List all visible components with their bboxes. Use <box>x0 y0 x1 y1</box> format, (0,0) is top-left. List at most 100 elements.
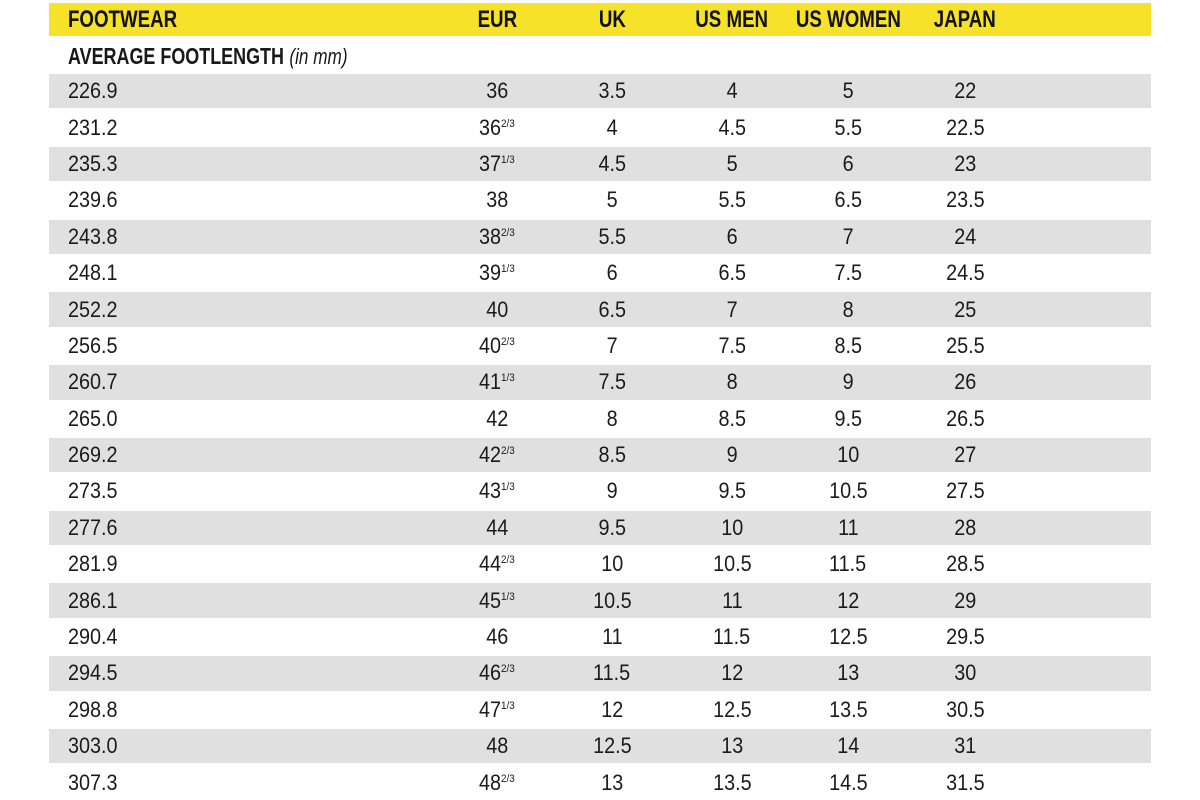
cell-japan: 22 <box>953 78 977 104</box>
cell-eur: 482/3 <box>479 769 515 795</box>
cell-footwear: 281.9 <box>68 551 118 577</box>
cell-footwear: 235.3 <box>68 150 118 176</box>
cell-footwear: 298.8 <box>68 696 118 722</box>
cell-us-women: 6.5 <box>834 187 862 213</box>
subheader-unit-note: (in mm) <box>289 43 348 69</box>
column-header-eur: EUR <box>430 6 564 34</box>
cell-footwear: 252.2 <box>68 296 118 322</box>
table-row: 265.0 42 8 8.5 9.5 26.5 <box>49 401 1151 437</box>
cell-us-women: 10.5 <box>828 478 868 504</box>
cell-footwear: 307.3 <box>68 769 118 795</box>
cell-us-men: 6.5 <box>718 260 746 286</box>
cell-eur: 362/3 <box>479 114 515 140</box>
table-subheader-row: AVERAGE FOOTLENGTH (in mm) <box>49 36 1151 73</box>
cell-footwear: 290.4 <box>68 624 118 650</box>
table-row: 294.5 462/3 11.5 12 13 30 <box>49 655 1151 691</box>
cell-footwear: 273.5 <box>68 478 118 504</box>
cell-uk: 6.5 <box>598 296 626 322</box>
cell-us-men: 9 <box>726 442 738 468</box>
cell-us-women: 10 <box>836 442 860 468</box>
cell-eur: 431/3 <box>479 478 515 504</box>
cell-uk: 9 <box>606 478 618 504</box>
cell-us-men: 4.5 <box>718 114 746 140</box>
cell-footwear: 248.1 <box>68 260 118 286</box>
cell-eur: 471/3 <box>479 696 515 722</box>
cell-uk: 5 <box>606 187 618 213</box>
cell-japan: 24 <box>953 223 977 249</box>
cell-footwear: 226.9 <box>68 78 118 104</box>
cell-us-men: 10 <box>720 514 744 540</box>
cell-us-men: 12 <box>720 660 744 686</box>
cell-us-women: 12 <box>836 587 860 613</box>
cell-uk: 10 <box>600 551 624 577</box>
cell-us-women: 7 <box>842 223 854 249</box>
cell-japan: 29 <box>953 587 977 613</box>
table-row: 239.6 38 5 5.5 6.5 23.5 <box>49 182 1151 218</box>
cell-japan: 28.5 <box>945 551 985 577</box>
cell-us-men: 7.5 <box>718 332 746 358</box>
cell-eur: 411/3 <box>479 369 515 395</box>
column-header-label: FOOTWEAR <box>68 5 178 33</box>
cell-us-men: 8.5 <box>718 405 746 431</box>
column-header-us-women: US WOMEN <box>795 6 900 34</box>
subheader-label: AVERAGE FOOTLENGTH <box>68 42 284 69</box>
cell-eur: 48 <box>485 733 509 759</box>
cell-us-women: 6 <box>842 150 854 176</box>
cell-uk: 11.5 <box>593 660 631 686</box>
cell-us-men: 6 <box>726 223 738 249</box>
cell-japan: 27 <box>953 442 977 468</box>
cell-us-women: 14 <box>836 733 860 759</box>
cell-footwear: 239.6 <box>68 187 118 213</box>
cell-japan: 26 <box>953 369 977 395</box>
cell-japan: 24.5 <box>945 260 985 286</box>
cell-us-women: 14.5 <box>828 769 868 795</box>
cell-footwear: 303.0 <box>68 733 118 759</box>
cell-us-women: 13 <box>836 660 860 686</box>
cell-uk: 7.5 <box>598 369 626 395</box>
cell-us-women: 13.5 <box>828 696 868 722</box>
cell-eur: 402/3 <box>479 332 515 358</box>
cell-japan: 23 <box>953 150 977 176</box>
column-header-label: US MEN <box>695 5 769 33</box>
cell-japan: 29.5 <box>945 624 985 650</box>
cell-us-men: 5 <box>726 150 738 176</box>
column-header-uk: UK <box>564 6 660 34</box>
table-row: 303.0 48 12.5 13 14 31 <box>49 728 1151 764</box>
cell-footwear: 265.0 <box>68 405 118 431</box>
cell-us-men: 9.5 <box>718 478 746 504</box>
table-row: 286.1 451/3 10.5 11 12 29 <box>49 582 1151 618</box>
table-row: 248.1 391/3 6 6.5 7.5 24.5 <box>49 255 1151 291</box>
cell-footwear: 286.1 <box>68 587 118 613</box>
cell-japan: 28 <box>953 514 977 540</box>
table-row: 260.7 411/3 7.5 8 9 26 <box>49 364 1151 400</box>
cell-us-men: 11 <box>721 587 743 613</box>
cell-us-women: 9 <box>842 369 854 395</box>
cell-uk: 7 <box>606 332 618 358</box>
cell-eur: 36 <box>485 78 509 104</box>
table-row: 307.3 482/3 13 13.5 14.5 31.5 <box>49 764 1151 800</box>
cell-eur: 422/3 <box>479 442 515 468</box>
table-row: 226.9 36 3.5 4 5 22 <box>49 73 1151 109</box>
cell-us-men: 8 <box>726 369 738 395</box>
table-header-row: FOOTWEAR EUR UK US MEN US WOMEN JAPAN <box>49 3 1151 36</box>
column-header-label: EUR <box>477 5 517 33</box>
cell-footwear: 277.6 <box>68 514 118 540</box>
cell-us-women: 5.5 <box>834 114 862 140</box>
cell-japan: 27.5 <box>945 478 985 504</box>
cell-footwear: 243.8 <box>68 223 118 249</box>
cell-footwear: 269.2 <box>68 442 118 468</box>
cell-eur: 42 <box>485 405 509 431</box>
cell-eur: 38 <box>485 187 509 213</box>
cell-japan: 25 <box>953 296 977 322</box>
cell-uk: 13 <box>600 769 624 795</box>
table-rows: 226.9 36 3.5 4 5 22 231.2 362/3 4 4.5 5.5 22.5 235.3… <box>49 73 1151 800</box>
cell-uk: 12 <box>600 696 624 722</box>
table-row: 298.8 471/3 12 12.5 13.5 30.5 <box>49 692 1151 728</box>
cell-eur: 371/3 <box>479 150 515 176</box>
cell-uk: 8.5 <box>598 442 626 468</box>
cell-eur: 40 <box>485 296 509 322</box>
cell-uk: 12.5 <box>592 733 632 759</box>
cell-us-men: 4 <box>726 78 738 104</box>
cell-uk: 5.5 <box>598 223 626 249</box>
cell-eur: 382/3 <box>479 223 515 249</box>
